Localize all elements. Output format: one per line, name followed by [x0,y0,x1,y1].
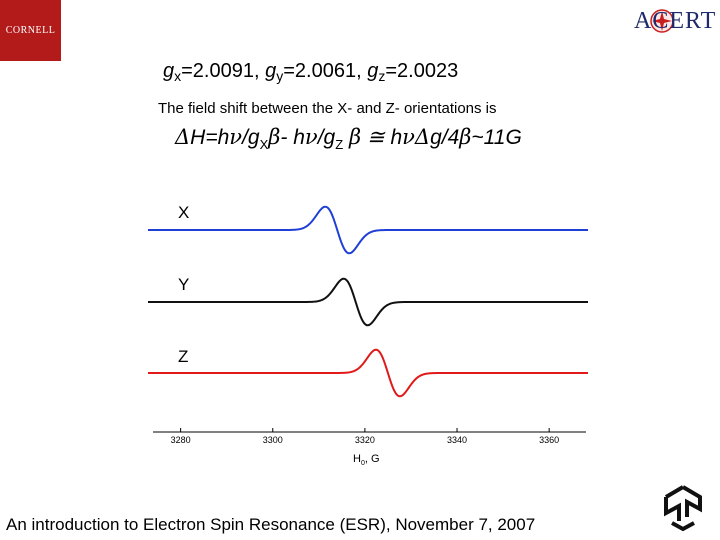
formula-nu-2: ν [304,125,318,149]
formula-sub-x: X [259,137,269,153]
spectrum-label-x: X [178,203,189,222]
acert-star-icon [650,9,674,33]
formula-part4: /g [317,126,336,149]
formula-part1: H=h [190,126,230,149]
formula-beta-1: β [268,125,281,149]
gz-subscript: z [378,68,386,84]
g-values-line: gx=2.0091, gy=2.0061, gz=2.0023 [163,60,459,84]
formula-beta-3: β [459,125,472,149]
formula-nu-1: ν [229,125,243,149]
field-shift-text: The field shift between the X- and Z- or… [158,100,497,117]
gy-subscript: y [276,68,284,84]
formula-delta: Δ [175,125,191,149]
formula-part6: g/4 [430,126,460,149]
spectrum-label-z: Z [178,347,188,366]
formula-nu-3: ν [402,125,415,149]
x-tick-label-3360: 3360 [539,435,559,445]
national-center-logo-icon [664,485,702,532]
formula-approx: ≅ [366,125,385,149]
gx-subscript: x [174,68,182,84]
field-shift-formula: ΔH=hν/gXβ- hν/gZ β ≅ hνΔg/4β~11G [175,125,522,152]
cornell-logo: CORNELL [0,0,61,61]
formula-beta-2: β [349,125,362,149]
x-tick-label-3300: 3300 [263,435,283,445]
formula-part5: h [390,126,403,149]
spectrum-label-y: Y [178,275,189,294]
spectrum-line-x [148,205,588,255]
gz-value: =2.0023 [385,60,459,82]
x-tick-label-3320: 3320 [355,435,375,445]
gy-value: =2.0061, [283,60,362,82]
formula-sub-z: Z [335,137,344,153]
presentation-footer: An introduction to Electron Spin Resonan… [6,515,536,534]
cornell-logo-text: CORNELL [5,25,56,36]
formula-delta-2: Δ [414,125,431,149]
gx-value: =2.0091, [181,60,260,82]
spectrum-line-z [148,348,588,398]
formula-part3: - h [280,126,305,149]
spectrum-line-y [148,277,588,327]
acert-logo: ACERT [634,4,718,40]
x-tick-label-3280: 3280 [171,435,191,445]
formula-part2: /g [242,126,260,149]
x-tick-label-3340: 3340 [447,435,467,445]
esr-spectra-chart: X Y Z 3280 3300 3320 3340 3360 H0, G [148,203,588,467]
acert-logo-text: ACERT [634,8,717,34]
x-axis-label: H0, G [353,453,380,467]
formula-part7: ~11G [471,126,522,149]
